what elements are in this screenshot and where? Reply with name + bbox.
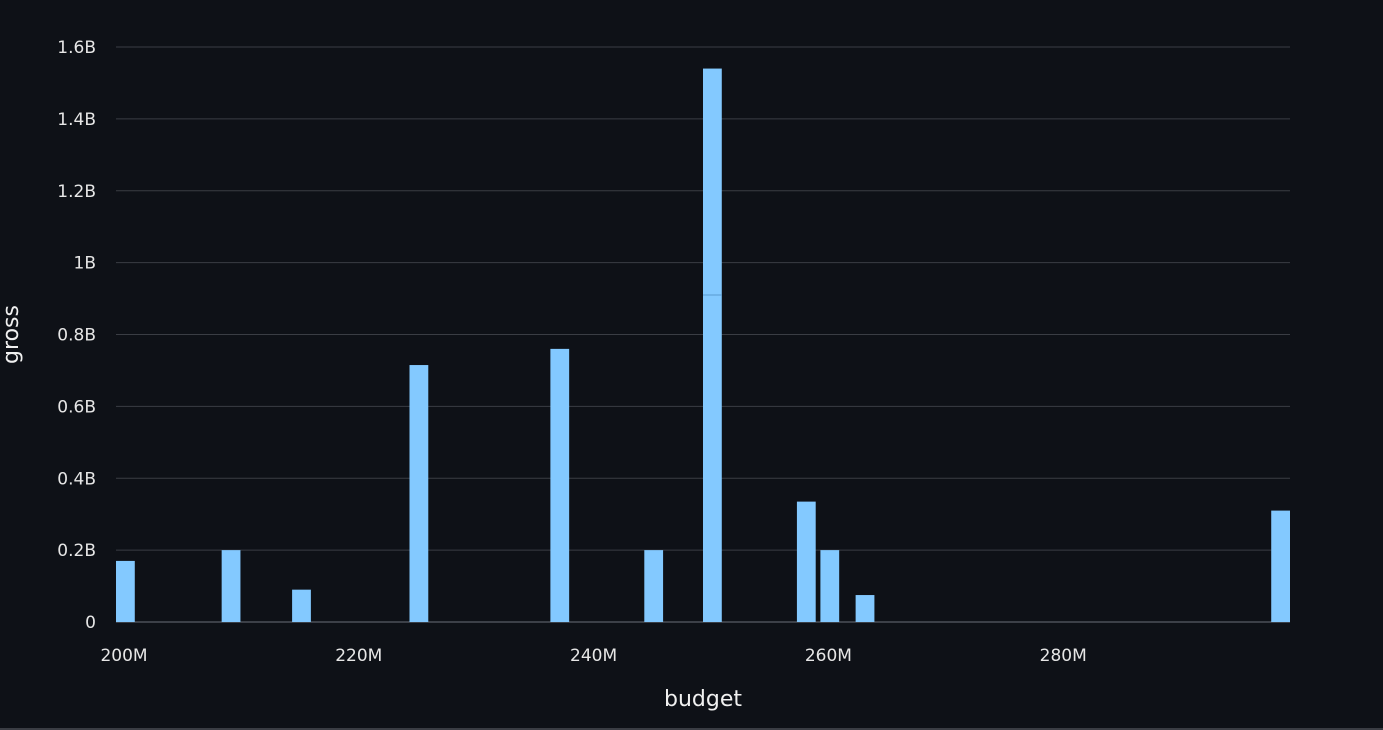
bars xyxy=(116,68,1290,622)
y-tick-label: 0 xyxy=(85,613,96,633)
x-tick-labels: 200M 220M 240M 260M 280M xyxy=(100,646,1086,666)
bar xyxy=(116,560,135,622)
bar xyxy=(703,294,722,622)
bar xyxy=(1271,510,1290,622)
y-tick-label: 0.6B xyxy=(57,397,96,417)
bar xyxy=(703,68,722,295)
bar xyxy=(855,595,875,622)
bottom-divider xyxy=(0,728,1383,730)
y-axis-title: gross xyxy=(0,305,24,364)
y-tick-label: 0.8B xyxy=(57,326,96,346)
x-tick-label: 280M xyxy=(1040,646,1087,666)
y-tick-label: 0.2B xyxy=(57,541,96,561)
x-tick-label: 240M xyxy=(570,646,617,666)
y-tick-label: 1.4B xyxy=(57,110,96,130)
bar xyxy=(550,348,570,622)
x-tick-label: 200M xyxy=(100,646,147,666)
bar xyxy=(644,550,664,622)
y-tick-label: 0.4B xyxy=(57,469,96,489)
bar xyxy=(796,501,816,622)
bar xyxy=(292,589,311,622)
x-tick-label: 220M xyxy=(335,646,382,666)
y-tick-label: 1.2B xyxy=(57,182,96,202)
x-axis-title: budget xyxy=(664,687,742,712)
y-tick-labels: 0 0.2B 0.4B 0.6B 0.8B 1B 1.2B 1.4B 1.6B xyxy=(57,38,96,633)
y-tick-label: 1.6B xyxy=(57,38,96,58)
bar xyxy=(409,365,429,622)
x-tick-label: 260M xyxy=(805,646,852,666)
bar xyxy=(221,550,241,622)
bar xyxy=(820,550,840,622)
y-tick-label: 1B xyxy=(74,254,96,274)
